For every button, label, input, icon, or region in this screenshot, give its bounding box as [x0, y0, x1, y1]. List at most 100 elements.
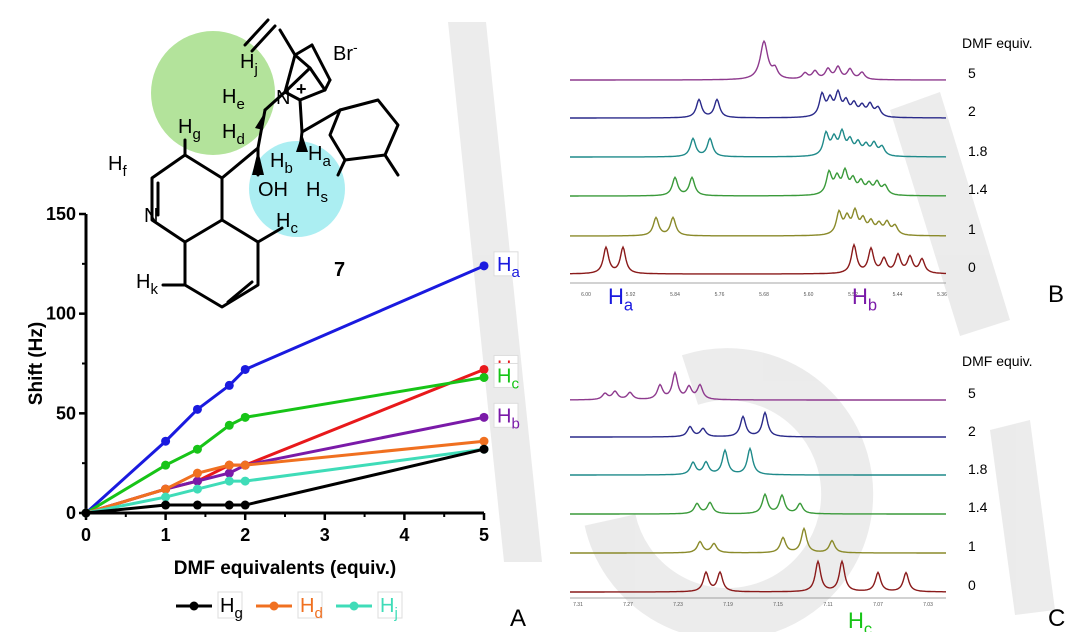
- data-point-hj: [240, 476, 250, 486]
- spectrum-b-0: [570, 242, 946, 275]
- proton-label-hd: Hd: [222, 121, 245, 148]
- data-point-hj: [161, 492, 171, 502]
- proton-label-hb: Hb: [270, 150, 293, 177]
- data-point-hb: [479, 412, 489, 422]
- y-tick-label: 150: [46, 204, 76, 224]
- equiv-label-b: 2: [968, 103, 976, 119]
- equiv-label-b: 0: [968, 259, 976, 275]
- axis-label-hb-sub: b: [868, 297, 877, 315]
- data-point-ha: [161, 436, 171, 446]
- legend-label-hd: Hd: [300, 595, 323, 622]
- dmf-equiv-header-b: DMF equiv.: [962, 35, 1033, 51]
- end-label-hb-base: H: [497, 405, 511, 427]
- legend-box-hd: [297, 591, 323, 619]
- proton-label-hs-base: H: [306, 179, 320, 201]
- ppm-tick-b: 5.52: [848, 292, 858, 298]
- data-point-ha: [224, 380, 234, 390]
- x-axis-title: DMF equivalents (equiv.): [174, 558, 396, 579]
- axis-label-hc-sub: c: [864, 621, 872, 632]
- equiv-label-c: 2: [968, 423, 976, 439]
- data-point-hg: [224, 500, 234, 510]
- ppm-tick-c: 7.23: [673, 602, 683, 608]
- data-point-ha: [240, 364, 250, 374]
- legend-label-hj: Hj: [380, 595, 398, 622]
- x-tick-label: 0: [81, 525, 91, 545]
- x-tick-label: 4: [399, 525, 409, 545]
- end-label-box-hb: [493, 402, 519, 428]
- spectrum-c-0: [570, 559, 946, 593]
- data-point-hg: [161, 500, 171, 510]
- y-tick-label: 50: [56, 403, 76, 423]
- proton-label-hk-sub: k: [150, 281, 158, 298]
- data-point-hd: [224, 460, 234, 470]
- end-label-ha: Ha: [497, 254, 520, 281]
- wedge-bond: [252, 150, 264, 175]
- legend-label-hg-sub: g: [234, 605, 242, 622]
- ppm-tick-b: 5.68: [759, 292, 769, 298]
- proton-label-hb-base: H: [270, 150, 284, 172]
- data-point-hb: [192, 476, 202, 486]
- proton-label-hc-sub: c: [290, 220, 298, 237]
- data-point-hg: [192, 500, 202, 510]
- spectrum-c-2: [570, 410, 946, 438]
- equiv-label-c: 5: [968, 385, 976, 401]
- data-point-hd: [161, 484, 171, 494]
- spectrum-b-1.4: [570, 166, 946, 197]
- axis-label-hb-base: H: [852, 284, 868, 309]
- wedge-bond: [296, 134, 308, 152]
- axis-label-ha-base: H: [608, 284, 624, 309]
- equiv-label-b: 1.4: [968, 181, 988, 197]
- ppm-tick-b: 5.44: [893, 292, 903, 298]
- proton-label-hk: Hk: [136, 271, 158, 298]
- axis-label-hc-base: H: [848, 608, 864, 632]
- end-label-ha-base: H: [497, 254, 511, 276]
- proton-label-hf-base: H: [108, 153, 122, 175]
- atom-oh: OH: [258, 179, 288, 201]
- data-point-hb: [224, 468, 234, 478]
- series-line-ha: [84, 264, 485, 515]
- spectrum-c-1: [570, 526, 946, 554]
- data-point-ha: [479, 261, 489, 271]
- series-line-hg: [85, 447, 485, 515]
- green-highlight-circle: [151, 31, 275, 155]
- molecule-structure: [150, 18, 400, 309]
- data-point-hd: [240, 460, 250, 470]
- ppm-tick-c: 7.31: [573, 602, 583, 608]
- series-line-hd: [85, 439, 485, 515]
- watermark: [448, 22, 1055, 632]
- atom-n-quinoline: N: [144, 205, 158, 227]
- y-tick-label: 0: [66, 503, 76, 523]
- axis-label-hb: Hb: [852, 284, 877, 315]
- legend-label-hj-base: H: [380, 595, 394, 617]
- ppm-tick-b: 5.36: [937, 292, 947, 298]
- series-line-hs: [85, 368, 485, 515]
- data-point-hg: [81, 508, 91, 518]
- legend-label-hd-base: H: [300, 595, 314, 617]
- proton-label-hf: Hf: [108, 153, 127, 180]
- axis-label-ha: Ha: [608, 284, 634, 315]
- end-label-box-ha: [493, 251, 519, 277]
- legend-marker-hd: [269, 601, 279, 611]
- spectra-panel-b: DMF equiv. 5 2 1.8 1.4 1 0 6.00 5.92 5.84 5.76 5.68…: [570, 35, 1033, 315]
- proton-label-hk-base: H: [136, 271, 150, 293]
- data-point-hg: [479, 444, 489, 454]
- end-label-hc-sub: c: [511, 375, 519, 392]
- equiv-label-c: 1: [968, 538, 976, 554]
- ppm-tick-c: 7.11: [823, 602, 833, 608]
- panel-label-a: A: [510, 605, 526, 632]
- x-tick-label: 5: [479, 525, 489, 545]
- end-label-hb: Hb: [497, 405, 520, 432]
- counterion: Br-: [333, 39, 358, 65]
- series-line-hc: [85, 375, 485, 515]
- end-label-box-hc: [493, 362, 519, 388]
- data-point-hs: [479, 364, 489, 374]
- data-point-hg: [240, 500, 250, 510]
- legend-box-hj: [377, 591, 403, 619]
- proton-label-ha-base: H: [308, 143, 322, 165]
- x-tick-label: 1: [161, 525, 171, 545]
- x-tick-label: 2: [240, 525, 250, 545]
- spectrum-c-1.8: [570, 446, 946, 476]
- equiv-label-b: 5: [968, 65, 976, 81]
